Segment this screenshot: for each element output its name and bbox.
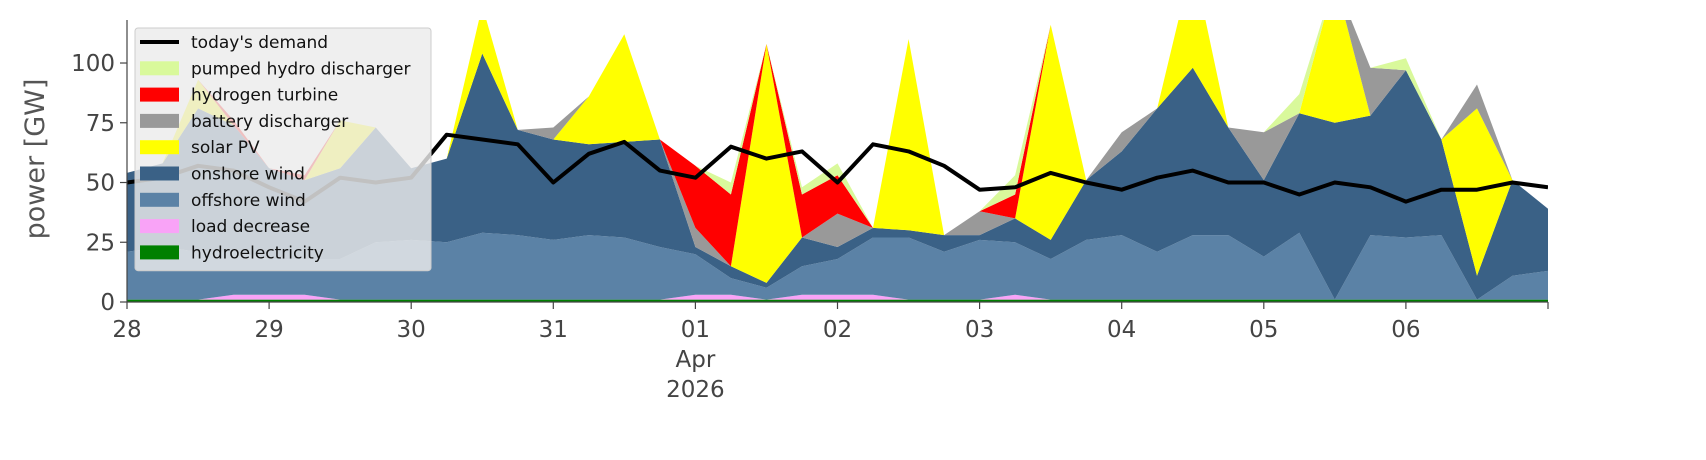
legend-swatch xyxy=(140,245,179,260)
legend-label: hydroelectricity xyxy=(191,243,324,263)
x-tick-sublabel: Apr xyxy=(676,347,716,373)
y-tick-label: 100 xyxy=(71,51,115,77)
legend-label: today's demand xyxy=(191,33,328,53)
legend-swatch xyxy=(140,113,179,128)
legend-label: offshore wind xyxy=(191,191,306,211)
x-tick-label: 01 xyxy=(681,317,710,343)
y-tick-label: 75 xyxy=(86,111,115,137)
x-tick-sublabel: 2026 xyxy=(666,377,725,403)
legend-label: hydrogen turbine xyxy=(191,86,338,106)
legend-box xyxy=(134,27,432,272)
y-tick-label: 50 xyxy=(86,171,115,197)
x-tick-label: 29 xyxy=(254,317,283,343)
legend-swatch xyxy=(140,61,179,76)
legend-swatch xyxy=(140,87,179,102)
legend-label: pumped hydro discharger xyxy=(191,59,410,79)
x-tick-label: 06 xyxy=(1391,317,1420,343)
y-axis-label: power [GW] xyxy=(20,79,51,240)
legend-swatch xyxy=(140,219,179,234)
y-tick-label: 0 xyxy=(100,290,115,316)
x-tick-label: 04 xyxy=(1107,317,1136,343)
area-onshore-wind xyxy=(127,53,1548,300)
x-tick-label: 31 xyxy=(539,317,568,343)
legend-label: battery discharger xyxy=(191,112,348,132)
x-tick-label: 30 xyxy=(397,317,426,343)
y-tick-label: 25 xyxy=(86,230,115,256)
axes: power [GW] 0 25 50 75 100 28 29 30 31 01 Apr 2026 02… xyxy=(20,20,1549,403)
area-load-decrease xyxy=(127,294,1548,300)
legend-swatch xyxy=(140,166,179,181)
area-offshore-wind xyxy=(127,232,1548,300)
legend-label: load decrease xyxy=(191,217,310,237)
x-tick-label: 03 xyxy=(965,317,994,343)
area-battery-discharger xyxy=(127,20,1548,267)
x-tick-label: 05 xyxy=(1249,317,1278,343)
legend: today's demand pumped hydro discharger hyd… xyxy=(134,27,432,272)
legend-label: solar PV xyxy=(191,138,260,158)
legend-swatch xyxy=(140,192,179,207)
legend-swatch xyxy=(140,140,179,155)
legend-label: onshore wind xyxy=(191,165,305,185)
x-tick-label: 02 xyxy=(823,317,852,343)
x-tick-label: 28 xyxy=(112,317,141,343)
stacked-areas xyxy=(127,20,1548,302)
